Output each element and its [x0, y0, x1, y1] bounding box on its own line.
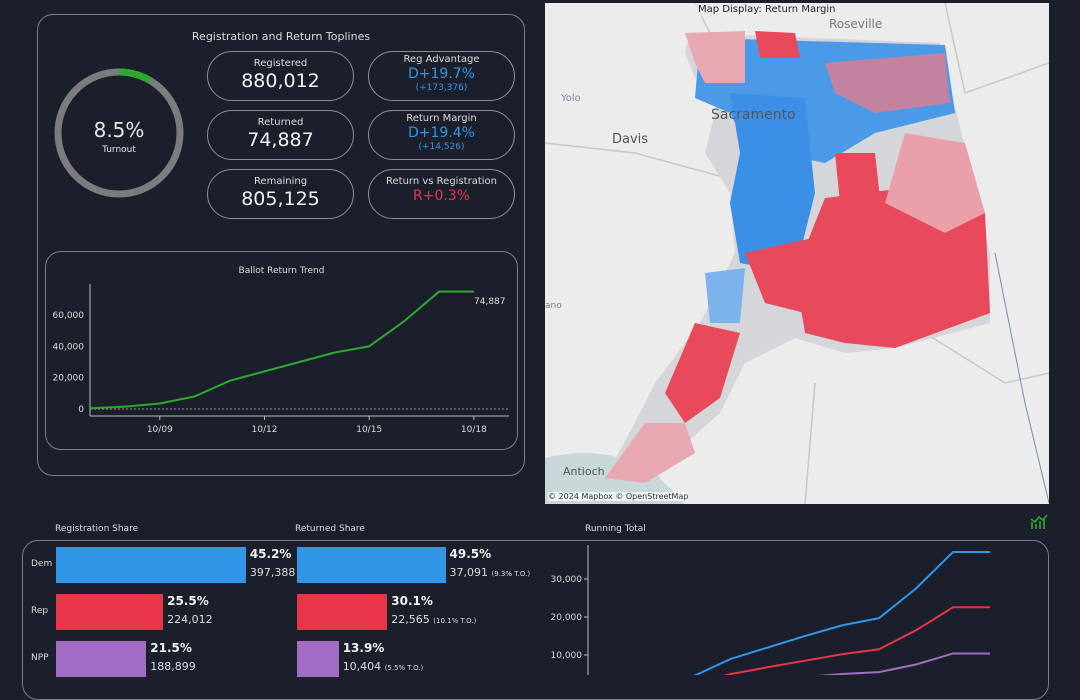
chart-icon[interactable]	[1030, 514, 1048, 530]
return-vs-registration-label: Return vs Registration	[386, 176, 497, 187]
precinct-region[interactable]	[835, 153, 880, 203]
y-tick-label: 30,000	[551, 575, 583, 585]
y-tick-label: 10,000	[551, 651, 583, 661]
y-tick-label: 20,000	[551, 613, 583, 623]
precinct-region[interactable]	[665, 323, 740, 423]
y-tick-label: 60,000	[53, 311, 85, 321]
x-tick-label: 10/18	[461, 425, 487, 435]
running-total-line-dem	[693, 551, 990, 675]
returned-share-pct: 49.5%	[449, 547, 492, 561]
returned-share-bar[interactable]	[297, 641, 339, 677]
map-label-roseville: Roseville	[829, 17, 883, 31]
ballot-return-trend-panel	[45, 251, 518, 450]
returned-share-count: 37,091 (9.3% T.O.)	[450, 566, 531, 579]
x-tick-label: 10/15	[356, 425, 382, 435]
party-label: Dem	[31, 559, 53, 569]
returned-value: 74,887	[247, 129, 314, 151]
ballot-return-trend-chart: 0 20,000 40,000 60,000 10/09 10/12 10/15 10/18 7…	[53, 284, 509, 435]
registration-share-bar[interactable]	[56, 547, 246, 583]
trend-title: Ballot Return Trend	[238, 266, 325, 276]
party-label: Rep	[31, 606, 49, 616]
map-label-antioch: Antioch	[563, 465, 605, 478]
returned-share-title: Returned Share	[295, 524, 365, 534]
turnout-gauge-fill	[54, 68, 184, 198]
turnout-value: 8.5%	[93, 118, 145, 142]
remaining-value: 805,125	[241, 188, 320, 210]
precinct-region[interactable]	[730, 93, 815, 273]
returned-share-pct: 30.1%	[391, 594, 433, 608]
returned-card: Returned 74,887	[207, 110, 354, 160]
map-label-partial: ano	[545, 301, 562, 311]
trend-end-label: 74,887	[474, 297, 506, 307]
trend-line	[89, 290, 474, 410]
precinct-region[interactable]	[605, 423, 695, 483]
registration-share-title: Registration Share	[55, 524, 139, 534]
reg-advantage-label: Reg Advantage	[403, 54, 480, 65]
map-title: Map Display: Return Margin	[695, 4, 839, 16]
toplines-panel	[37, 14, 525, 476]
registration-share-count: 188,899	[150, 660, 196, 673]
party-label: NPP	[31, 653, 49, 663]
registered-label: Registered	[253, 58, 308, 69]
running-total-chart: 10,000 20,000 30,000	[551, 545, 990, 675]
remaining-card: Remaining 805,125	[207, 169, 354, 219]
registration-share-pct: 21.5%	[150, 641, 192, 655]
running-total-line-npp	[817, 652, 990, 675]
return-margin-value: D+19.4%	[408, 125, 475, 141]
precinct-region[interactable]	[755, 31, 800, 58]
y-tick-label: 0	[78, 405, 84, 415]
remaining-label: Remaining	[253, 176, 308, 187]
returned-share-count: 22,565 (10.1% T.O.)	[391, 613, 476, 626]
return-vs-registration-card: Return vs Registration R+0.3%	[368, 169, 515, 219]
precinct-region[interactable]	[685, 31, 745, 83]
map-label-yolo: Yolo	[561, 93, 581, 104]
map-label-davis: Davis	[612, 132, 649, 147]
returned-share-bar[interactable]	[297, 547, 446, 583]
registration-share-count: 224,012	[167, 613, 213, 626]
precinct-map[interactable]	[545, 3, 1049, 504]
registration-share-pct: 45.2%	[249, 547, 292, 561]
toplines-title: Registration and Return Toplines	[191, 30, 371, 43]
reg-advantage-value: D+19.7%	[408, 66, 475, 82]
x-tick-label: 10/12	[252, 425, 278, 435]
map-panel[interactable]: Map Display: Return Margin Roseville Yol…	[545, 3, 1049, 504]
precinct-region[interactable]	[825, 53, 950, 113]
return-margin-card: Return Margin D+19.4% (+14,526)	[368, 110, 515, 160]
return-margin-label: Return Margin	[406, 113, 477, 124]
returned-share-bar[interactable]	[297, 594, 388, 630]
returned-share-pct: 13.9%	[342, 641, 385, 655]
turnout-note: (9.3% T.O.)	[491, 570, 531, 578]
returned-count: 37,091	[449, 566, 489, 579]
precinct-region[interactable]	[705, 268, 745, 323]
return-margin-sub: (+14,526)	[418, 142, 465, 152]
returned-label: Returned	[257, 117, 304, 128]
registration-share-count: 397,388	[249, 566, 296, 579]
registration-share-bar[interactable]	[56, 641, 147, 677]
map-attribution[interactable]: © 2024 Mapbox © OpenStreetMap	[548, 492, 689, 501]
registration-share-pct: 25.5%	[167, 594, 209, 608]
reg-advantage-sub: (+173,376)	[415, 83, 468, 93]
running-total-title: Running Total	[585, 524, 646, 534]
map-label-sacramento: Sacramento	[711, 107, 796, 123]
returned-count: 10,404	[342, 660, 382, 673]
map-boundary	[994, 252, 1049, 504]
reg-advantage-card: Reg Advantage D+19.7% (+173,376)	[368, 51, 515, 101]
precinct-region[interactable]	[885, 133, 985, 233]
y-tick-label: 20,000	[53, 374, 85, 384]
registered-value: 880,012	[241, 70, 320, 92]
returned-count: 22,565	[391, 613, 430, 626]
registration-share-bar[interactable]	[56, 594, 164, 630]
y-tick-label: 40,000	[53, 342, 85, 352]
turnout-gauge	[54, 68, 184, 198]
return-vs-registration-value: R+0.3%	[412, 188, 471, 204]
returned-share-count: 10,404 (5.5% T.O.)	[343, 660, 424, 673]
turnout-label: Turnout	[102, 145, 136, 155]
turnout-note: (10.1% T.O.)	[433, 617, 477, 625]
running-total-line-rep	[723, 606, 990, 675]
registered-card: Registered 880,012	[207, 51, 354, 101]
x-tick-label: 10/09	[147, 425, 173, 435]
turnout-note: (5.5% T.O.)	[384, 664, 424, 672]
